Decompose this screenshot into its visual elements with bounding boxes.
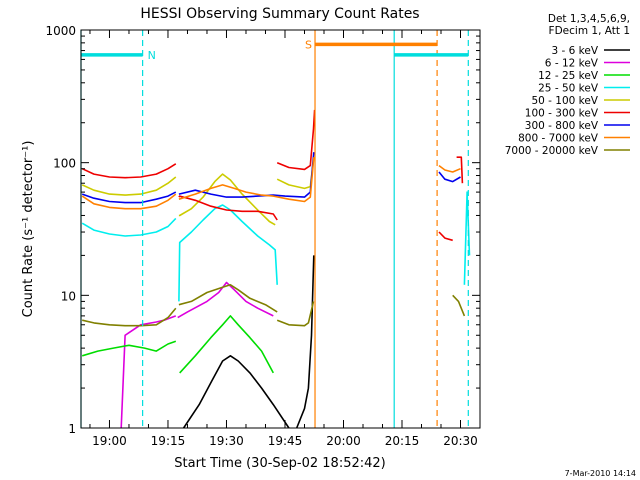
- flag-label-n: N: [148, 49, 156, 62]
- series-3-6-kev-segment-1: [295, 255, 315, 429]
- legend-label-100-300-kev: 100 - 300 keV: [525, 108, 599, 120]
- series-50-100-kev-segment-2: [276, 157, 315, 190]
- series-300-800-kev-segment-0: [81, 191, 177, 204]
- series-100-300-kev-segment-3: [438, 231, 453, 242]
- x-axis-label: Start Time (30-Sep-02 18:52:42): [174, 456, 385, 471]
- series-7000-20000-kev-segment-3: [452, 294, 466, 317]
- legend-label-12-25-kev: 12 - 25 keV: [538, 70, 599, 82]
- series-100-300-kev-segment-0: [81, 163, 177, 179]
- legend-label-50-100-kev: 50 - 100 keV: [531, 95, 598, 107]
- series-800-7000-kev-segment-0: [81, 193, 177, 210]
- series-6-12-kev-segment-0: [120, 315, 177, 429]
- y-axis-label: Count Rate (s⁻¹ detector⁻¹): [21, 141, 36, 318]
- x-tick-label: 20:15: [385, 434, 420, 448]
- series-7000-20000-kev-segment-2: [276, 301, 315, 327]
- series-50-100-kev-segment-1: [178, 173, 276, 226]
- axis-layer: 19:00 19:15 19:30 19:45 20:00 20:15 20:30 1 10 10…: [45, 24, 481, 448]
- series-300-800-kev-segment-1: [178, 152, 315, 198]
- x-tick-label: 19:45: [268, 434, 303, 448]
- series-6-12-kev-segment-1: [177, 281, 274, 319]
- series-25-50-kev-segment-1: [178, 204, 278, 302]
- series-12-25-kev-segment-1: [179, 315, 275, 374]
- y-tick-label: 100: [53, 157, 76, 171]
- series-100-300-kev-segment-2: [276, 109, 316, 171]
- y-tick-label: 1000: [45, 24, 76, 38]
- chart-title: HESSI Observing Summary Count Rates: [140, 6, 419, 22]
- legend-label-3-6-kev: 3 - 6 keV: [551, 45, 598, 57]
- legend-header: FDecim 1, Att 1: [549, 25, 630, 37]
- legend-label-25-50-kev: 25 - 50 keV: [538, 83, 599, 95]
- series-300-800-kev-segment-2: [438, 171, 461, 183]
- series-7000-20000-kev-segment-1: [178, 283, 278, 313]
- flag-label-s: S: [305, 38, 312, 51]
- series-800-7000-kev-segment-2: [438, 164, 461, 173]
- plot-frame: [80, 29, 481, 429]
- legend: Det 1,3,4,5,6,9,FDecim 1, Att 1 3 - 6 keV…: [505, 13, 630, 157]
- date-stamp: 7-Mar-2010 14:14: [565, 469, 636, 478]
- y-tick-label: 1: [68, 422, 76, 436]
- series-12-25-kev-segment-0: [81, 340, 177, 357]
- x-tick-label: 19:15: [151, 434, 186, 448]
- x-tick-label: 19:00: [92, 434, 127, 448]
- marker-layer: NS: [80, 30, 469, 428]
- series-3-6-kev-segment-0: [182, 354, 290, 429]
- legend-label-800-7000-kev: 800 - 7000 keV: [518, 133, 599, 145]
- legend-header: Det 1,3,4,5,6,9,: [548, 13, 630, 25]
- series-50-100-kev-segment-0: [81, 176, 177, 196]
- legend-label-7000-20000-kev: 7000 - 20000 keV: [505, 145, 599, 157]
- x-tick-label: 19:30: [209, 434, 244, 448]
- series-800-7000-kev-segment-1: [178, 157, 315, 203]
- x-tick-label: 20:00: [326, 434, 361, 448]
- legend-label-300-800-kev: 300 - 800 keV: [525, 120, 599, 132]
- y-tick-label: 10: [61, 289, 76, 303]
- series-layer: [81, 109, 471, 429]
- series-100-300-kev-segment-4: [456, 156, 464, 184]
- series-25-50-kev-segment-0: [81, 217, 177, 237]
- series-7000-20000-kev-segment-0: [82, 307, 177, 327]
- x-tick-label: 20:30: [443, 434, 478, 448]
- legend-label-6-12-kev: 6 - 12 keV: [545, 58, 599, 70]
